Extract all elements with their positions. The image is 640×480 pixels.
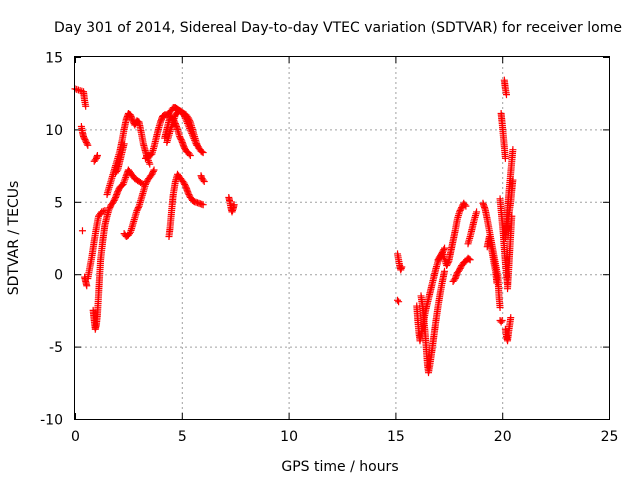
- data-point: [187, 128, 195, 136]
- data-point: [180, 111, 188, 119]
- data-point: [496, 304, 504, 312]
- data-point: [501, 154, 509, 162]
- grid-lines: [75, 57, 609, 419]
- data-point: [186, 124, 194, 132]
- data-point: [181, 114, 189, 122]
- data-point: [200, 178, 208, 186]
- data-point: [182, 116, 190, 124]
- data-point: [146, 160, 154, 168]
- data-point: [186, 151, 194, 159]
- data-point: [465, 255, 473, 263]
- data-point: [189, 133, 197, 141]
- data-point: [183, 119, 191, 127]
- data-point: [188, 130, 196, 138]
- data-point: [444, 259, 452, 267]
- data-point: [183, 118, 191, 126]
- data-point: [193, 141, 201, 149]
- data-point: [230, 201, 238, 209]
- data-point: [199, 201, 207, 209]
- data-point: [113, 167, 121, 175]
- data-point: [394, 296, 402, 304]
- data-point: [186, 126, 194, 134]
- plot-frame: [74, 56, 610, 420]
- data-point: [125, 230, 133, 238]
- data-point: [198, 148, 206, 156]
- axis-ticks: [75, 57, 610, 420]
- data-point: [191, 136, 199, 144]
- data-point: [466, 256, 474, 264]
- data-point: [98, 208, 106, 216]
- data-point: [120, 140, 128, 148]
- x-tick-label: 25: [601, 429, 619, 445]
- data-point: [188, 131, 196, 139]
- data-point: [192, 140, 200, 148]
- data-point: [199, 149, 207, 157]
- data-point: [395, 298, 403, 306]
- x-tick-label: 20: [494, 429, 512, 445]
- data-point: [78, 227, 86, 235]
- data-point: [191, 138, 199, 146]
- data-point: [441, 267, 449, 275]
- x-axis-label: GPS time / hours: [281, 459, 398, 475]
- data-point: [149, 167, 157, 175]
- data-point: [134, 204, 142, 212]
- data-point: [83, 282, 91, 290]
- data-point: [93, 151, 101, 159]
- data-point: [398, 263, 406, 271]
- data-point: [502, 91, 510, 99]
- data-point: [181, 113, 189, 121]
- data-point: [493, 279, 501, 287]
- chart-title: Day 301 of 2014, Sidereal Day-to-day VTE…: [54, 20, 622, 36]
- data-points: [71, 76, 517, 377]
- data-point: [462, 202, 470, 210]
- data-point: [185, 150, 193, 158]
- y-tick-label: 0: [54, 268, 63, 284]
- data-point: [473, 208, 481, 216]
- data-point: [508, 212, 516, 220]
- x-tick-label: 5: [178, 429, 187, 445]
- data-point: [498, 317, 506, 325]
- y-tick-label: 5: [54, 195, 63, 211]
- data-point: [190, 135, 198, 143]
- y-tick-label: -10: [40, 413, 63, 429]
- data-point: [507, 314, 515, 322]
- tick-labels: 0 5 10 15 20 25 -10 -5 0 5 10 15: [40, 51, 618, 446]
- x-tick-label: 10: [280, 429, 298, 445]
- data-point: [84, 141, 92, 149]
- data-point: [441, 244, 449, 252]
- data-point: [509, 146, 517, 154]
- x-tick-label: 0: [71, 429, 80, 445]
- y-tick-label: 15: [45, 51, 63, 67]
- data-point: [83, 140, 91, 148]
- data-point: [184, 121, 192, 129]
- data-point: [509, 176, 517, 184]
- data-point: [461, 201, 469, 209]
- data-point: [82, 102, 90, 110]
- data-point: [185, 123, 193, 131]
- data-point: [199, 176, 207, 184]
- data-point: [150, 166, 158, 174]
- y-tick-label: -5: [49, 340, 63, 356]
- x-tick-label: 15: [387, 429, 405, 445]
- y-tick-label: 10: [45, 123, 63, 139]
- y-axis-label: SDTVAR / TECUs: [6, 181, 22, 296]
- data-point: [497, 318, 505, 326]
